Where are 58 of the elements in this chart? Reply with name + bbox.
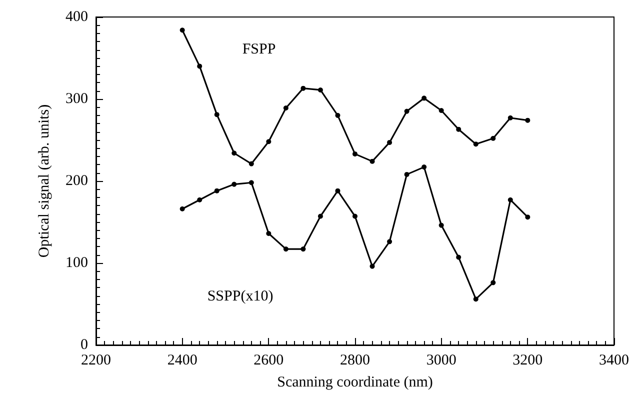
x-tick-label: 2600 xyxy=(254,352,284,368)
y-tick-label: 200 xyxy=(66,173,88,189)
y-tick-label: 400 xyxy=(66,9,88,25)
point xyxy=(422,96,427,101)
point xyxy=(422,164,427,170)
point xyxy=(283,246,288,252)
y-tick-label: 0 xyxy=(80,337,88,353)
point xyxy=(438,108,444,113)
x-tick-label: 3400 xyxy=(599,352,629,368)
point xyxy=(248,161,254,166)
point xyxy=(370,264,375,269)
point xyxy=(490,136,496,141)
point xyxy=(197,197,202,202)
x-tick-label: 2800 xyxy=(340,352,370,368)
point xyxy=(335,188,340,194)
x-tick-label: 2200 xyxy=(81,352,111,368)
point xyxy=(404,172,410,177)
point xyxy=(335,112,340,118)
point xyxy=(283,106,288,111)
text: FSPP xyxy=(242,42,276,58)
point xyxy=(508,197,513,202)
point xyxy=(387,239,392,244)
point xyxy=(180,28,185,33)
text: SSPP(x10) xyxy=(207,288,274,304)
point xyxy=(300,86,306,91)
point xyxy=(197,64,202,69)
point xyxy=(232,182,237,187)
point xyxy=(490,280,496,286)
point xyxy=(508,115,513,120)
x-axis-title: Scanning coordinate (nm) xyxy=(277,374,433,390)
point xyxy=(318,87,323,92)
y-tick-label: 100 xyxy=(66,255,88,271)
point xyxy=(180,206,185,212)
point xyxy=(214,112,220,118)
point xyxy=(214,188,220,194)
point xyxy=(266,139,272,144)
point xyxy=(232,150,237,156)
point xyxy=(473,296,478,302)
y-axis-title: Optical signal (arb. units) xyxy=(36,104,52,258)
y-tick-label: 300 xyxy=(66,91,88,107)
point xyxy=(456,254,462,260)
x-tick-label: 3000 xyxy=(426,352,456,368)
point xyxy=(473,142,478,147)
point xyxy=(456,126,462,132)
point xyxy=(525,214,530,220)
point xyxy=(248,180,254,186)
point xyxy=(525,118,530,123)
point xyxy=(438,222,444,228)
point xyxy=(404,108,410,114)
point xyxy=(352,214,358,219)
point xyxy=(387,140,392,145)
x-tick-label: 2400 xyxy=(167,352,198,368)
point xyxy=(352,151,358,156)
point xyxy=(318,214,323,219)
point xyxy=(266,230,272,236)
point xyxy=(300,246,306,252)
point xyxy=(370,158,375,164)
x-tick-label: 3200 xyxy=(512,352,543,368)
